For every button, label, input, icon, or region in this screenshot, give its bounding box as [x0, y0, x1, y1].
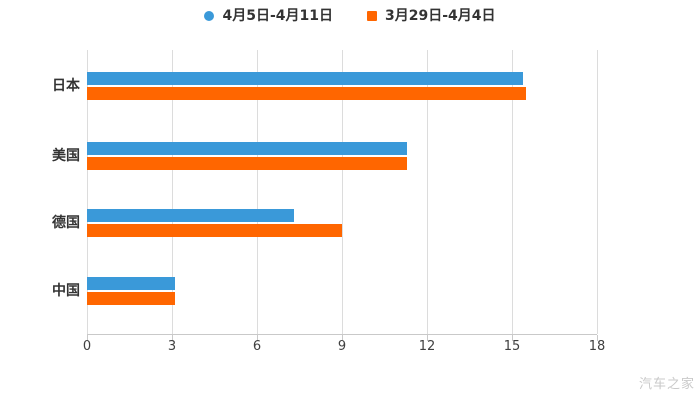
tick-mark-x-15	[512, 335, 513, 341]
category-label-1: 日本	[52, 78, 80, 94]
legend-marker-orange-icon	[367, 11, 377, 21]
category-label-3: 德国	[52, 215, 80, 231]
plot-area	[87, 50, 598, 341]
watermark: 汽车之家	[638, 377, 695, 392]
bar-日本-series-1	[87, 72, 524, 85]
tick-mark-x-6	[257, 335, 258, 341]
bar-德国-series-1	[87, 209, 294, 222]
tick-label-x-18: 18	[588, 339, 606, 354]
bar-美国-series-1	[87, 141, 408, 155]
bar-中国-series-2	[87, 292, 175, 305]
tick-label-x-9: 9	[337, 339, 347, 354]
bar-中国-series-1	[87, 277, 175, 290]
bar-日本-series-2	[87, 87, 527, 100]
tick-label-x-3: 3	[167, 339, 177, 354]
gridline-x-0	[87, 50, 88, 334]
tick-label-x-0: 0	[82, 339, 92, 354]
gridline-x-3	[172, 50, 173, 334]
legend-label-series-1: 4月5日-4月11日	[222, 8, 333, 24]
legend: 4月5日-4月11日 3月29日-4月4日	[0, 5, 700, 27]
gridline-x-6	[257, 50, 258, 334]
tick-mark-x-18	[597, 335, 598, 341]
tick-mark-x-12	[427, 335, 428, 341]
tick-label-x-12: 12	[418, 339, 436, 354]
legend-item-series-2[interactable]: 3月29日-4月4日	[367, 9, 496, 23]
tick-mark-x-0	[87, 335, 88, 341]
category-label-2: 美国	[52, 147, 80, 164]
gridline-x-18	[597, 50, 598, 334]
bar-德国-series-2	[87, 224, 342, 237]
tick-label-x-15: 15	[503, 339, 521, 354]
tick-mark-x-3	[172, 335, 173, 341]
gridline-x-15	[512, 50, 513, 334]
bar-美国-series-2	[87, 156, 408, 170]
legend-label-series-2: 3月29日-4月4日	[385, 8, 496, 24]
gridline-x-12	[427, 50, 428, 334]
gridline-x-9	[342, 50, 343, 334]
tick-label-x-6: 6	[252, 339, 262, 354]
legend-marker-blue-icon	[204, 11, 215, 21]
category-label-4: 中国	[52, 283, 80, 299]
tick-mark-x-9	[342, 335, 343, 341]
legend-item-series-1[interactable]: 4月5日-4月11日	[204, 9, 333, 23]
